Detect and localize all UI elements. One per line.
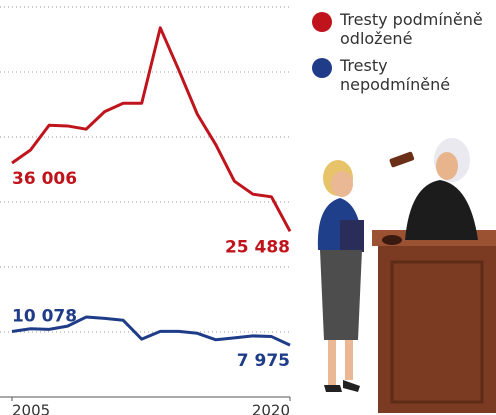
woman-folder: [340, 220, 364, 252]
value-label: 25 488: [225, 237, 290, 257]
value-label: 7 975: [237, 351, 290, 371]
gavel-block: [382, 235, 402, 245]
woman-shoe: [343, 380, 360, 392]
bench-panel: [390, 260, 484, 404]
x-tick-label: 2020: [252, 402, 290, 415]
plot: 2005 2020 36 006 25 488 10 078 7 975: [0, 6, 292, 415]
legend-item: Tresty podmíněně odložené: [312, 10, 496, 48]
legend: Tresty podmíněně odložené Tresty nepodmín…: [312, 10, 496, 102]
value-label: 36 006: [12, 169, 77, 189]
woman-shoe: [324, 385, 342, 392]
value-label: 10 078: [12, 306, 77, 326]
gavel: [389, 151, 415, 168]
woman-leg: [328, 340, 336, 385]
legend-swatch: [312, 12, 332, 32]
woman-leg: [345, 340, 353, 380]
x-tick-label: 2005: [12, 402, 50, 415]
series-line: [11, 26, 292, 233]
legend-item: Tresty nepodmíněné: [312, 56, 496, 94]
legend-swatch: [312, 58, 332, 78]
series-line: [11, 315, 291, 347]
woman-face: [331, 171, 353, 197]
judge-face: [436, 152, 458, 180]
judge-robe: [405, 180, 478, 240]
woman-skirt: [320, 250, 362, 340]
bench: [378, 238, 496, 413]
legend-label: Tresty podmíněně odložené: [340, 10, 483, 48]
illustration: [317, 138, 496, 413]
legend-label: Tresty nepodmíněné: [340, 56, 451, 94]
